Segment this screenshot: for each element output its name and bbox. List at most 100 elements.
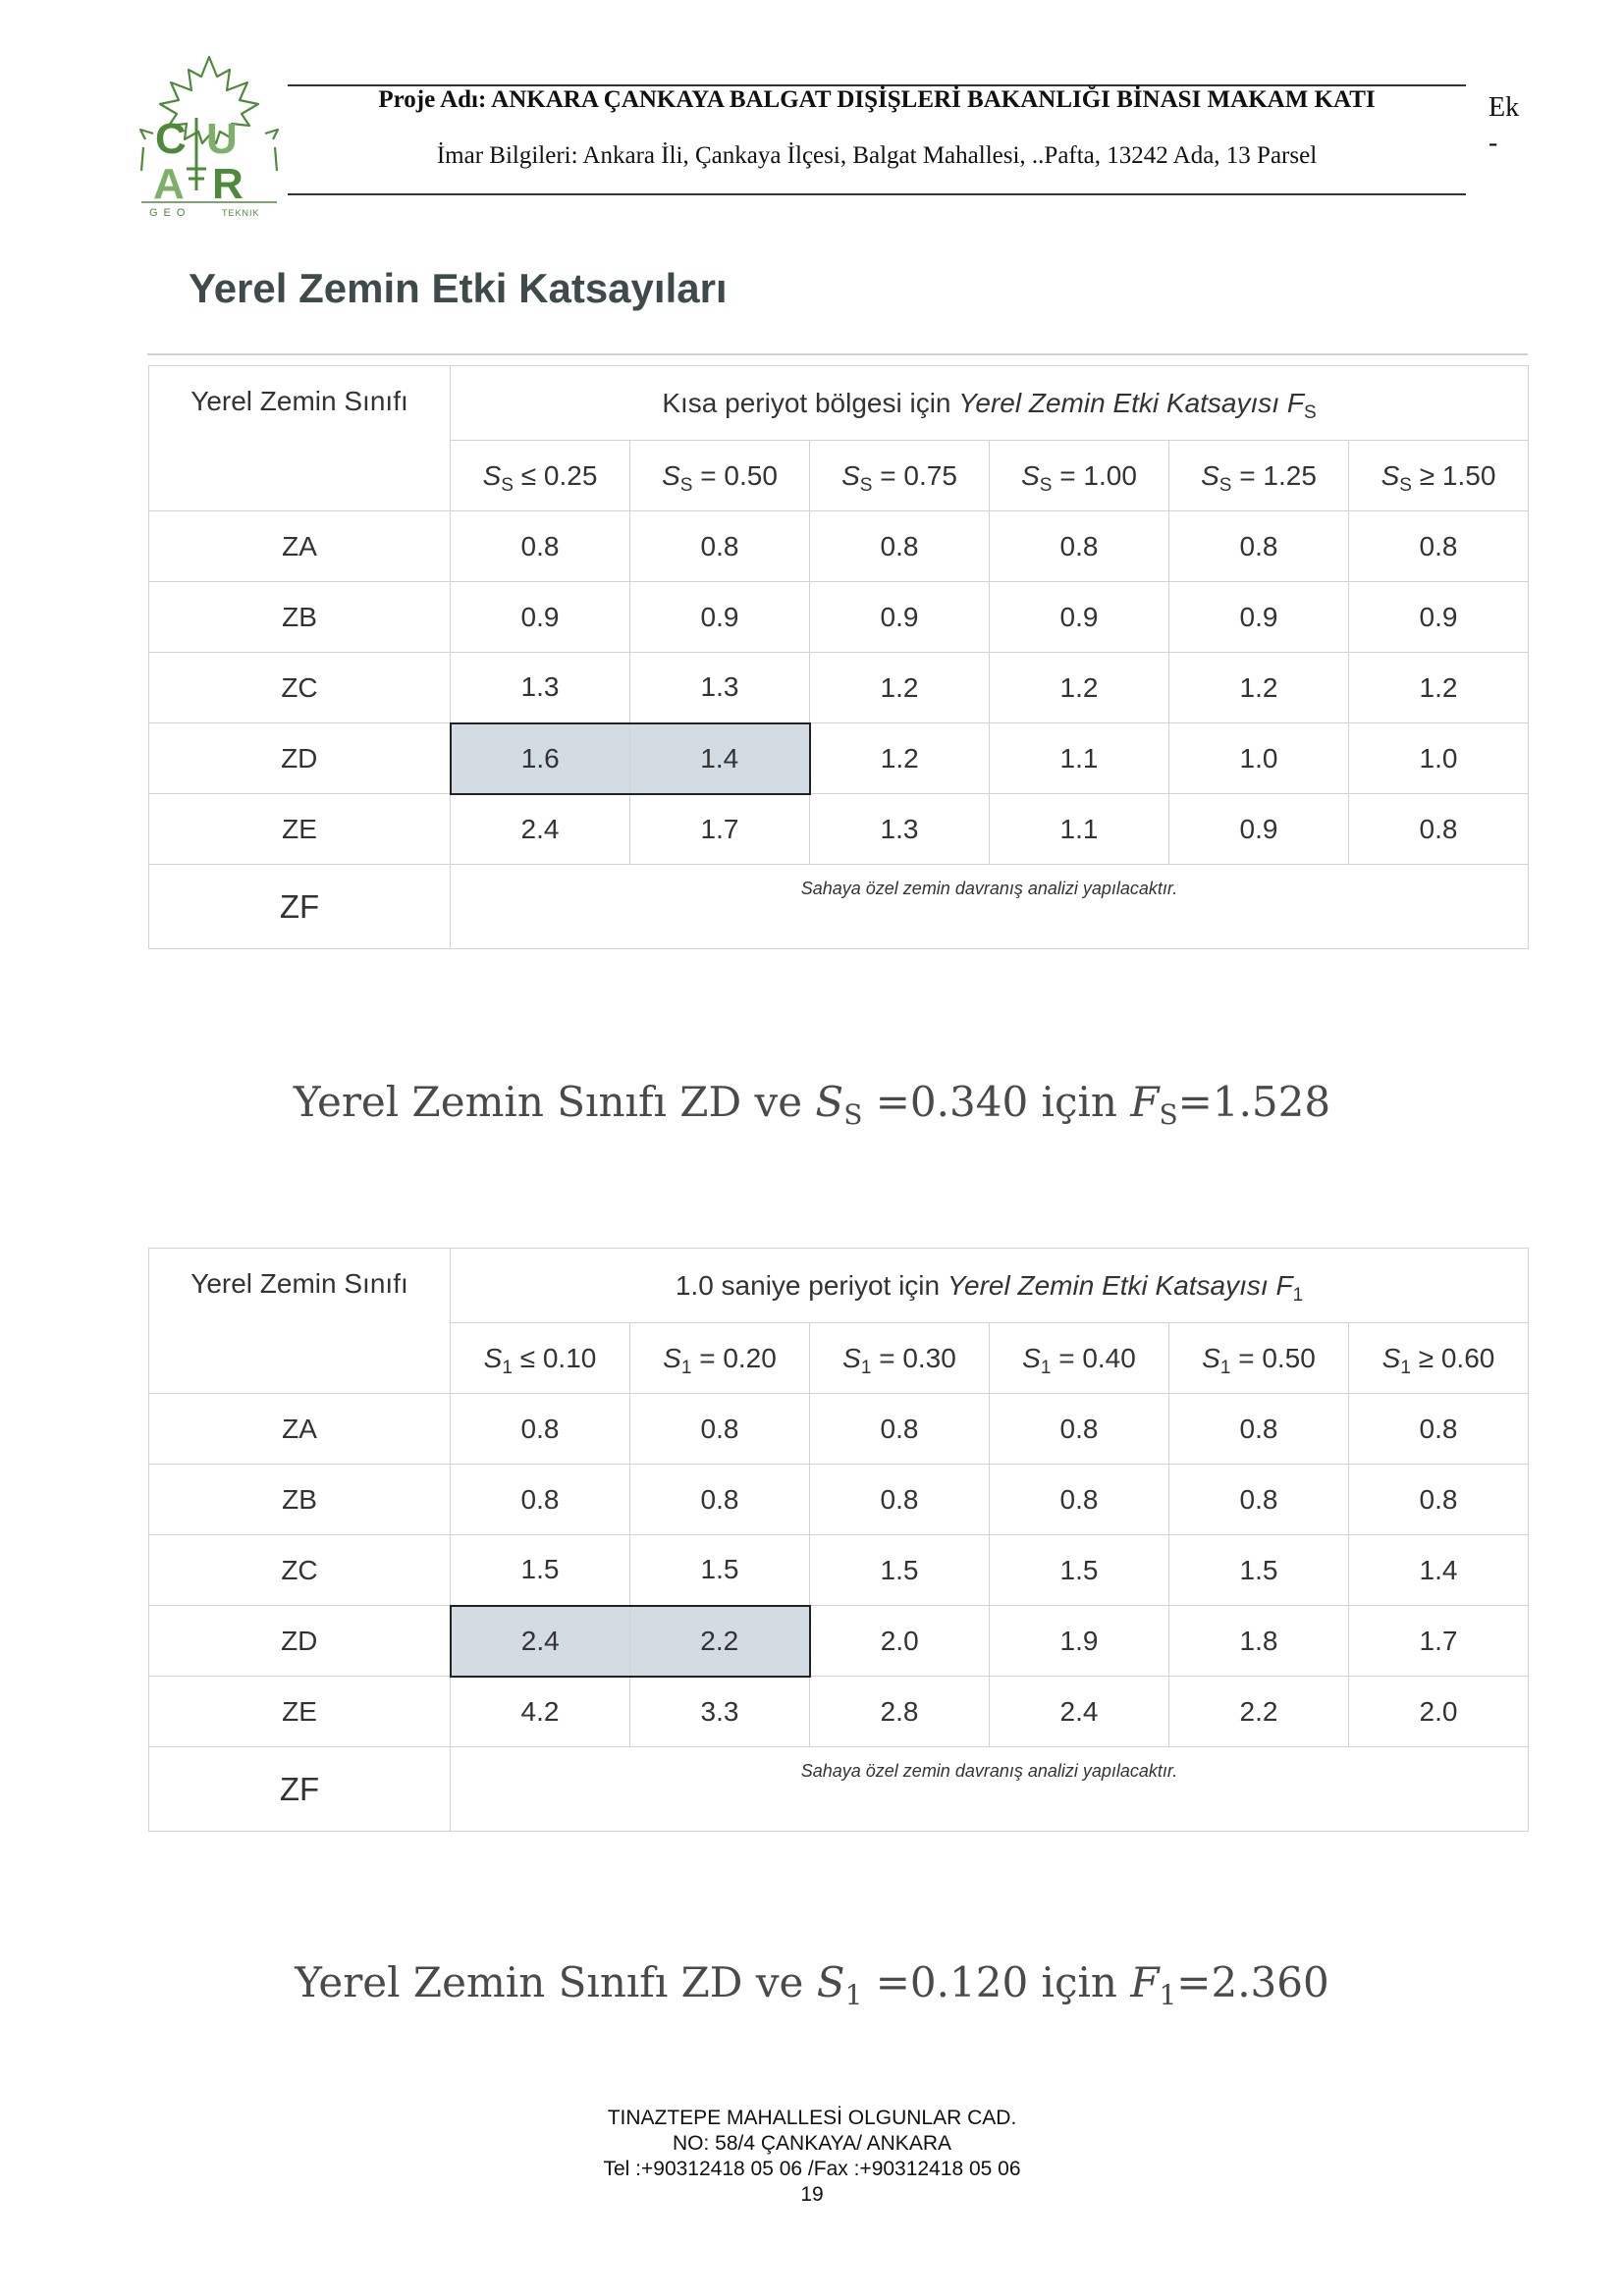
column-header: S1 ≥ 0.60	[1348, 1322, 1529, 1394]
table-row: ZA 0.8 0.8 0.8 0.8 0.8 0.8	[148, 510, 1529, 582]
soil-class-label: ZC	[148, 1534, 451, 1606]
section-divider	[147, 353, 1528, 355]
footer-address-line-1: TINAZTEPE MAHALLESİ OLGUNLAR CAD.	[607, 2107, 1017, 2129]
table-corner-label: Yerel Zemin Sınıfı	[148, 365, 451, 511]
soil-class-label: ZA	[148, 1393, 451, 1465]
column-header: SS = 0.75	[809, 440, 990, 511]
column-header-symbol: S	[1022, 1342, 1041, 1373]
coefficient-cell: 0.8	[809, 510, 990, 582]
coefficient-cell: 0.8	[989, 510, 1169, 582]
result-symbol-2: F	[1130, 1078, 1160, 1126]
coefficient-cell: 1.2	[989, 652, 1169, 723]
soil-class-label: ZD	[148, 722, 451, 794]
column-header-symbol: S	[1202, 1342, 1220, 1373]
column-header-symbol: S	[842, 1342, 861, 1373]
maple-leaf-icon	[138, 55, 280, 172]
column-header: S1 = 0.50	[1168, 1322, 1349, 1394]
svg-text:U: U	[206, 115, 238, 163]
coefficient-cell: 1.5	[629, 1534, 810, 1606]
coefficient-cell: 0.8	[809, 1393, 990, 1465]
column-header-symbol: S	[483, 1342, 503, 1373]
table-column-header-row: SS ≤ 0.25 SS = 0.50 SS = 0.75 SS = 1.00 SS =…	[149, 440, 1529, 511]
column-header-subscript: S	[1399, 474, 1412, 496]
coefficient-cell: 0.8	[1168, 1393, 1349, 1465]
result-value: =2.360	[1176, 1958, 1329, 2006]
header-bottom-rule	[288, 193, 1466, 195]
zoning-info: İmar Bilgileri: Ankara İli, Çankaya İlçe…	[436, 142, 1318, 169]
soil-class-label: ZF	[148, 1746, 451, 1832]
column-header-condition: = 1.25	[1231, 459, 1317, 491]
page-footer: TINAZTEPE MAHALLESİ OLGUNLAR CAD. NO: 58…	[0, 2106, 1624, 2208]
soil-class-label: ZE	[148, 1676, 451, 1747]
column-header: S1 = 0.30	[809, 1322, 990, 1394]
column-header-symbol: S	[1381, 1342, 1401, 1373]
column-header-subscript: 1	[502, 1357, 513, 1378]
table-row-zf: ZF Sahaya özel zemin davranış analizi yap…	[148, 864, 1529, 949]
short-period-coefficient-table: Yerel Zemin Sınıfı Kısa periyot bölgesi …	[148, 365, 1529, 949]
result-value: =1.528	[1177, 1078, 1331, 1126]
table-row: ZB 0.9 0.9 0.9 0.9 0.9 0.9	[148, 581, 1529, 653]
coefficient-cell: 0.8	[809, 1464, 990, 1535]
soil-class-label: ZD	[148, 1605, 451, 1677]
column-header-condition: = 0.50	[1230, 1342, 1316, 1373]
annex-label: Ek -	[1489, 90, 1519, 161]
annex-label-dash: -	[1489, 128, 1498, 158]
svg-text:R: R	[212, 160, 244, 208]
coefficient-cell: 2.4	[449, 1604, 630, 1678]
coefficient-cell: 2.0	[809, 1605, 990, 1677]
table-row: ZE 4.2 3.3 2.8 2.4 2.2 2.0	[148, 1676, 1529, 1747]
column-header-condition: = 0.50	[692, 459, 778, 491]
table-group-header: 1.0 saniye periyot için Yerel Zemin Etki…	[450, 1248, 1529, 1323]
header-top-rule	[288, 84, 1466, 86]
svg-text:C: C	[155, 115, 187, 163]
table-row: ZD 2.4 2.2 2.0 1.9 1.8 1.7	[148, 1604, 1529, 1678]
coefficient-cell: 0.8	[1168, 1464, 1349, 1535]
column-header-symbol: S	[841, 459, 860, 491]
svg-text:A: A	[153, 160, 185, 208]
coefficient-cell: 1.1	[989, 722, 1169, 794]
column-header-condition: = 0.20	[691, 1342, 777, 1373]
group-header-subscript: S	[1303, 401, 1317, 423]
column-header-subscript: S	[1039, 474, 1053, 496]
column-header-symbol: S	[482, 459, 502, 491]
column-header-subscript: 1	[860, 1357, 872, 1378]
coefficient-cell: 0.9	[989, 581, 1169, 653]
coefficient-cell: 1.5	[989, 1534, 1169, 1606]
coefficient-cell: 0.8	[450, 1393, 630, 1465]
result-subscript: S	[843, 1098, 863, 1131]
result-subscript: 1	[844, 1979, 863, 2011]
coefficient-cell: 1.4	[1348, 1534, 1529, 1606]
result-symbol-2: F	[1130, 1958, 1160, 2006]
column-header: SS = 1.25	[1168, 440, 1349, 511]
soil-class-label: ZC	[148, 652, 451, 723]
result-subscript-2: S	[1159, 1098, 1178, 1131]
column-header-subscript: S	[501, 474, 514, 496]
coefficient-cell: 2.2	[629, 1604, 811, 1678]
page-number: 19	[800, 2183, 824, 2206]
column-header: SS ≤ 0.25	[450, 440, 630, 511]
coefficient-cell: 0.9	[1348, 581, 1529, 653]
column-header-condition: = 0.40	[1051, 1342, 1136, 1373]
group-header-symbol: F	[1286, 387, 1304, 418]
one-second-result: Yerel Zemin Sınıfı ZD ve S1 =0.120 için …	[0, 1958, 1624, 2009]
coefficient-cell: 1.4	[629, 721, 811, 795]
column-header: S1 = 0.20	[629, 1322, 810, 1394]
coefficient-cell: 0.8	[989, 1393, 1169, 1465]
table-header-row: Yerel Zemin Sınıfı Kısa periyot bölgesi …	[148, 365, 1529, 511]
coefficient-cell: 0.8	[1348, 1464, 1529, 1535]
table-row: ZB 0.8 0.8 0.8 0.8 0.8 0.8	[148, 1464, 1529, 1535]
coefficient-cell: 0.8	[450, 1464, 630, 1535]
coefficient-cell: 1.5	[1168, 1534, 1349, 1606]
table-corner-label: Yerel Zemin Sınıfı	[148, 1248, 451, 1394]
result-prefix: Yerel Zemin Sınıfı ZD ve	[293, 1078, 816, 1126]
coefficient-cell: 0.8	[629, 510, 810, 582]
coefficient-cell: 0.8	[1168, 510, 1349, 582]
svg-text:TEKNIK: TEKNIK	[222, 208, 260, 218]
column-header: SS = 0.50	[629, 440, 810, 511]
column-header-symbol: S	[1021, 459, 1040, 491]
coefficient-cell: 0.8	[1348, 793, 1529, 865]
section-title: Yerel Zemin Etki Katsayıları	[189, 265, 728, 311]
table-group-header: Kısa periyot bölgesi için Yerel Zemin Et…	[450, 365, 1529, 441]
coefficient-cell: 1.9	[989, 1605, 1169, 1677]
footer-address-line-2: NO: 58/4 ÇANKAYA/ ANKARA	[673, 2132, 951, 2155]
